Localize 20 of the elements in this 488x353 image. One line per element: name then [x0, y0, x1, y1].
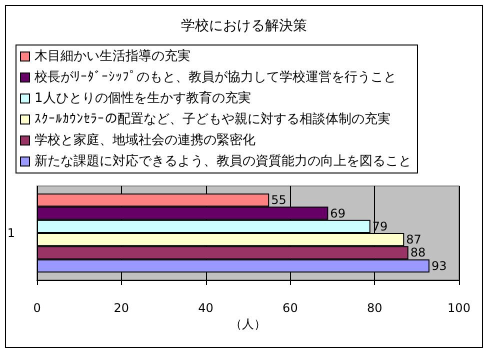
legend-label: 新たな課題に対応できるよう、教員の資質能力の向上を図ること	[34, 153, 412, 169]
x-tick-label: 60	[282, 301, 298, 315]
legend-label: 木目細かい生活指導の充実	[34, 48, 190, 64]
x-tick-label: 100	[448, 301, 470, 315]
legend-label: 校長がﾘｰﾀﾞｰｼｯﾌﾟのもと、教員が協力して学校運営を行うこと	[34, 70, 396, 85]
data-label: 87	[406, 232, 422, 247]
x-tick-label: 20	[114, 301, 130, 315]
legend-label: 1人ひとりの個性を生かす教育の充実	[34, 90, 251, 106]
x-tick-label: 40	[198, 301, 214, 315]
x-axis-title: （人）	[230, 317, 266, 331]
data-label: 69	[330, 206, 346, 220]
data-label: 93	[431, 258, 447, 273]
y-tick-label: 1	[7, 226, 15, 240]
legend-label: 学校と家庭、地域社会の連携の緊密化	[34, 132, 256, 148]
data-label: 55	[271, 193, 286, 208]
x-tick-label: 0	[33, 301, 41, 315]
x-tick-label: 80	[366, 301, 382, 315]
legend-label: ｽｸｰﾙｶｳﾝｾﾗｰの配置など、子どもや親に対する相談体制の充実	[34, 111, 390, 127]
data-label: 88	[410, 246, 426, 260]
chart-title: 学校における解決策	[181, 18, 307, 34]
